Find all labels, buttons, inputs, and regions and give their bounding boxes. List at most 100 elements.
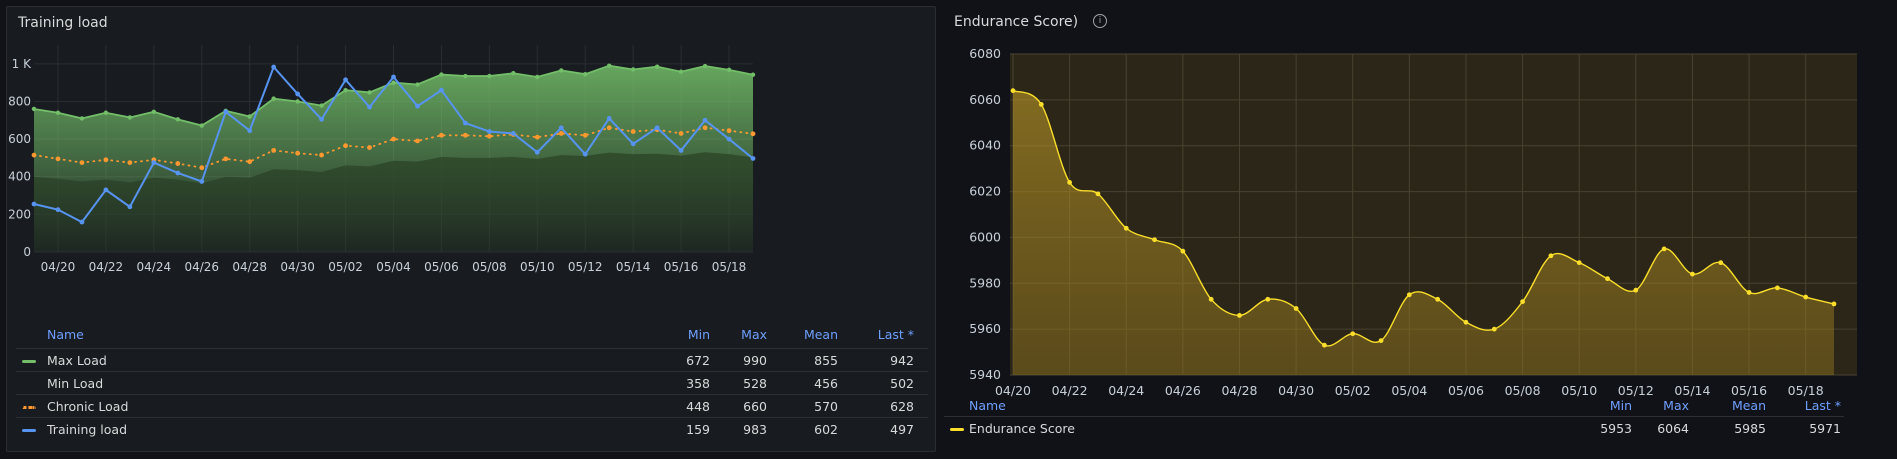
x-tick-label: 04/30 <box>1278 383 1314 398</box>
training-load-point <box>199 179 205 184</box>
endurance-score-point <box>1633 287 1639 293</box>
legend-header-name[interactable]: Name <box>969 398 1006 413</box>
endurance-score-point <box>1208 296 1214 302</box>
legend-header-max[interactable]: Max <box>1663 398 1689 413</box>
chronic-load-point <box>750 131 756 137</box>
training-load-point <box>582 151 588 157</box>
x-tick-label: 05/06 <box>1448 383 1484 398</box>
legend-value-min: 5953 <box>1600 421 1632 436</box>
legend-swatch <box>950 428 964 431</box>
legend-value-last: 942 <box>890 352 914 368</box>
max-load-point <box>175 117 180 122</box>
endurance-score-point <box>1322 342 1327 348</box>
legend-value-max: 528 <box>743 375 767 391</box>
chronic-load-point <box>295 150 301 156</box>
training-load-point <box>415 103 420 109</box>
x-tick-label: 04/24 <box>1108 383 1144 398</box>
max-load-point <box>271 96 276 101</box>
x-tick-label: 04/24 <box>137 260 172 274</box>
max-load-point <box>463 73 468 79</box>
chronic-load-point <box>534 134 540 140</box>
endurance-score-point <box>1831 301 1837 307</box>
chronic-load-point <box>439 132 444 138</box>
training-load-point <box>654 125 660 131</box>
endurance-score-point <box>1463 319 1469 325</box>
legend-value-mean: 456 <box>814 375 838 391</box>
chronic-load-point <box>606 125 612 131</box>
training-load-point <box>79 219 85 225</box>
legend-row[interactable]: Training load 159 983 602 497 <box>16 417 928 440</box>
legend-series-name: Training load <box>47 421 128 437</box>
chronic-load-point <box>391 136 396 142</box>
x-tick-label: 05/14 <box>1674 383 1710 398</box>
legend-header-mean[interactable]: Mean <box>1731 398 1766 413</box>
max-load-point <box>750 72 756 77</box>
training-load-point <box>558 125 564 131</box>
y-tick-label: 6000 <box>969 229 1001 244</box>
training-load-point <box>247 128 253 134</box>
chronic-load-point <box>726 128 732 134</box>
x-tick-label: 05/02 <box>1335 383 1371 398</box>
chronic-load-point <box>367 145 372 150</box>
x-tick-label: 05/16 <box>1731 383 1767 398</box>
legend-header-max[interactable]: Max <box>741 327 767 342</box>
legend-value-last: 497 <box>890 421 914 437</box>
max-load-point <box>511 71 516 76</box>
endurance-score-point <box>1520 299 1525 305</box>
panel-title[interactable]: Training load <box>18 15 108 31</box>
endurance-score-point <box>1690 271 1695 277</box>
chronic-load-point <box>463 132 468 138</box>
legend-value-mean: 570 <box>814 398 838 414</box>
legend-value-max: 990 <box>743 352 767 368</box>
legend-value-mean: 5985 <box>1734 421 1766 436</box>
y-tick-label: 0 <box>23 245 31 259</box>
training-load-point <box>510 131 516 136</box>
max-load-point <box>654 64 660 69</box>
legend-header-min[interactable]: Min <box>1609 398 1632 413</box>
max-load-point <box>702 63 708 69</box>
legend-header-mean[interactable]: Mean <box>803 327 838 342</box>
training-load-point <box>726 136 732 142</box>
x-tick-label: 05/04 <box>1391 383 1427 398</box>
endurance-score-point <box>1576 260 1582 266</box>
legend-header-min[interactable]: Min <box>687 327 710 342</box>
legend-header-last[interactable]: Last * <box>877 327 914 342</box>
y-tick-label: 1 K <box>12 57 32 71</box>
chronic-load-point <box>630 129 636 134</box>
info-icon[interactable]: i <box>1093 14 1107 28</box>
legend-value-last: 502 <box>890 375 914 391</box>
endurance-score-point <box>1746 290 1752 295</box>
legend-series-name: Chronic Load <box>47 398 129 414</box>
legend-row[interactable]: Chronic Load 448 660 570 628 <box>16 394 928 417</box>
legend-row[interactable]: Min Load 358 528 456 502 <box>16 371 928 394</box>
max-load-point <box>487 73 492 79</box>
max-load-point <box>678 69 684 74</box>
training-load-point <box>750 156 756 161</box>
panel-title[interactable]: Endurance Score) <box>954 14 1079 30</box>
chronic-load-point <box>702 125 708 131</box>
chronic-load-point <box>247 159 253 165</box>
x-tick-label: 05/08 <box>472 260 507 274</box>
max-load-point <box>439 72 444 77</box>
legend-header: Name Min Max Mean Last * <box>944 398 1891 414</box>
training-load-point <box>151 160 157 166</box>
legend-row[interactable]: Max Load 672 990 855 942 <box>16 348 928 371</box>
legend-value-mean: 602 <box>814 421 838 437</box>
x-tick-label: 05/04 <box>376 260 411 274</box>
y-tick-label: 6020 <box>969 184 1001 199</box>
x-tick-label: 05/10 <box>1561 383 1597 398</box>
legend-row[interactable]: Endurance Score 5953 6064 5985 5971 <box>944 416 1844 440</box>
max-load-point <box>31 106 37 112</box>
endurance-score-point <box>1265 296 1271 302</box>
legend-header-last[interactable]: Last * <box>1804 398 1841 413</box>
endurance-score-chart: 5940 5960 5980 6000 6020 6040 6060 6080 04/20 04/… <box>969 46 1857 398</box>
max-load-point <box>103 110 109 115</box>
y-tick-label: 400 <box>8 170 31 184</box>
legend-value-max: 983 <box>743 421 767 437</box>
legend-header-name[interactable]: Name <box>47 327 84 342</box>
max-load-point <box>630 67 636 72</box>
max-load-point <box>319 103 324 108</box>
legend-series-name: Min Load <box>47 375 104 391</box>
x-tick-label: 05/12 <box>568 260 603 274</box>
training-load-point <box>702 117 708 123</box>
